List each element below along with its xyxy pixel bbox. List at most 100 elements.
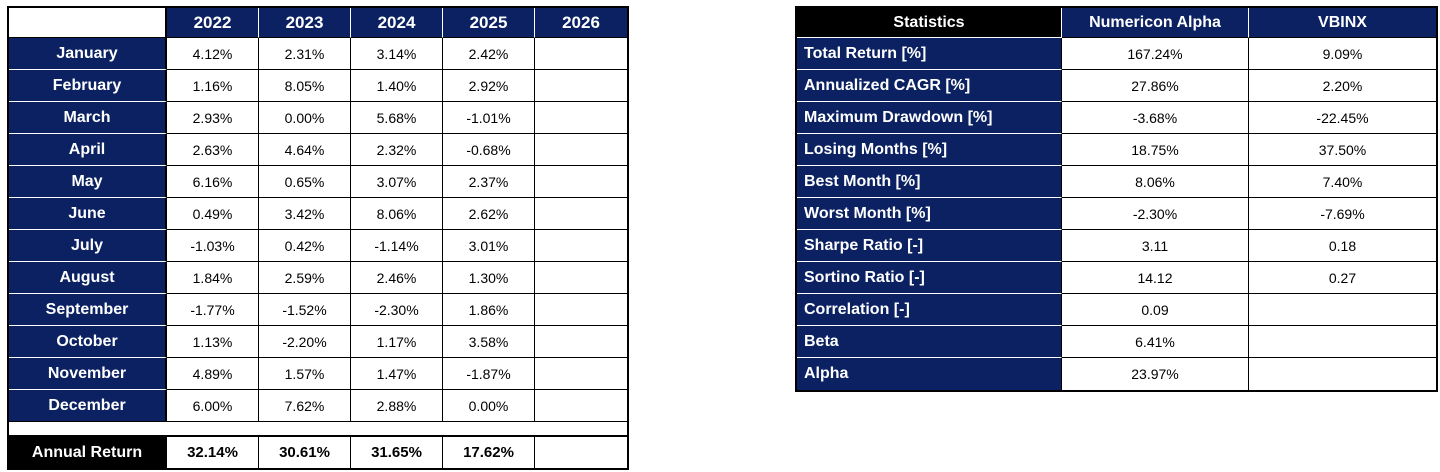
stat-label: Sharpe Ratio [-] — [797, 230, 1062, 262]
return-cell: -1.03% — [167, 230, 259, 262]
return-cell: -1.87% — [443, 358, 535, 390]
stat-row: Correlation [-] 0.09 — [797, 294, 1436, 326]
return-cell: 1.47% — [351, 358, 443, 390]
month-row: May 6.16% 0.65% 3.07% 2.37% — [9, 166, 627, 198]
return-cell: 6.16% — [167, 166, 259, 198]
return-cell — [535, 390, 627, 422]
return-cell: -1.01% — [443, 102, 535, 134]
return-cell: -2.30% — [351, 294, 443, 326]
return-cell: 8.05% — [259, 70, 351, 102]
month-row: June 0.49% 3.42% 8.06% 2.62% — [9, 198, 627, 230]
return-cell: 3.42% — [259, 198, 351, 230]
stat-label: Correlation [-] — [797, 294, 1062, 326]
stats-column-header: VBINX — [1249, 8, 1436, 38]
stat-value-cell: 23.97% — [1062, 358, 1249, 390]
return-cell — [535, 262, 627, 294]
return-cell: 2.59% — [259, 262, 351, 294]
stat-row: Maximum Drawdown [%] -3.68% -22.45% — [797, 102, 1436, 134]
return-cell: 3.58% — [443, 326, 535, 358]
stat-label: Annualized CAGR [%] — [797, 70, 1062, 102]
month-label: June — [9, 198, 167, 230]
return-cell: 3.01% — [443, 230, 535, 262]
stat-label: Maximum Drawdown [%] — [797, 102, 1062, 134]
return-cell: -2.20% — [259, 326, 351, 358]
stat-label: Best Month [%] — [797, 166, 1062, 198]
stat-value-cell: 3.11 — [1062, 230, 1249, 262]
month-row: November 4.89% 1.57% 1.47% -1.87% — [9, 358, 627, 390]
stat-value-cell: -22.45% — [1249, 102, 1436, 134]
annual-return-cell: 30.61% — [259, 437, 351, 468]
stat-value-cell: 27.86% — [1062, 70, 1249, 102]
month-row: October 1.13% -2.20% 1.17% 3.58% — [9, 326, 627, 358]
stat-row: Losing Months [%] 18.75% 37.50% — [797, 134, 1436, 166]
stat-value-cell: 9.09% — [1249, 38, 1436, 70]
stat-row: Worst Month [%] -2.30% -7.69% — [797, 198, 1436, 230]
stat-row: Sharpe Ratio [-] 3.11 0.18 — [797, 230, 1436, 262]
return-cell: 1.40% — [351, 70, 443, 102]
stats-column-header: Numericon Alpha — [1062, 8, 1249, 38]
month-label: February — [9, 70, 167, 102]
month-label: January — [9, 38, 167, 70]
corner-cell — [9, 8, 167, 38]
return-cell: 2.62% — [443, 198, 535, 230]
month-label: November — [9, 358, 167, 390]
return-cell: 3.07% — [351, 166, 443, 198]
return-cell: 2.93% — [167, 102, 259, 134]
stat-row: Best Month [%] 8.06% 7.40% — [797, 166, 1436, 198]
return-cell — [535, 294, 627, 326]
return-cell: 4.89% — [167, 358, 259, 390]
spacer-row — [9, 422, 627, 437]
return-cell: 1.57% — [259, 358, 351, 390]
month-label: March — [9, 102, 167, 134]
stat-label: Losing Months [%] — [797, 134, 1062, 166]
return-cell — [535, 70, 627, 102]
return-cell: 2.88% — [351, 390, 443, 422]
return-cell: 1.13% — [167, 326, 259, 358]
month-row: August 1.84% 2.59% 2.46% 1.30% — [9, 262, 627, 294]
stat-value-cell: 2.20% — [1249, 70, 1436, 102]
return-cell: 1.17% — [351, 326, 443, 358]
stat-value-cell — [1249, 294, 1436, 326]
month-row: April 2.63% 4.64% 2.32% -0.68% — [9, 134, 627, 166]
return-cell: 8.06% — [351, 198, 443, 230]
month-label: December — [9, 390, 167, 422]
statistics-table: Statistics Numericon Alpha VBINX Total Retu… — [795, 6, 1438, 392]
return-cell — [535, 326, 627, 358]
month-row: January 4.12% 2.31% 3.14% 2.42% — [9, 38, 627, 70]
return-cell — [535, 38, 627, 70]
return-cell: 1.86% — [443, 294, 535, 326]
stat-label: Beta — [797, 326, 1062, 358]
return-cell: -1.52% — [259, 294, 351, 326]
stat-label: Worst Month [%] — [797, 198, 1062, 230]
return-cell — [535, 102, 627, 134]
month-label: May — [9, 166, 167, 198]
return-cell: 2.31% — [259, 38, 351, 70]
stat-value-cell: 0.18 — [1249, 230, 1436, 262]
annual-return-cell: 31.65% — [351, 437, 443, 468]
monthly-header-row: 2022 2023 2024 2025 2026 — [9, 8, 627, 38]
return-cell — [535, 198, 627, 230]
return-cell: 1.84% — [167, 262, 259, 294]
return-cell: 2.92% — [443, 70, 535, 102]
stat-row: Beta 6.41% — [797, 326, 1436, 358]
return-cell: 1.30% — [443, 262, 535, 294]
year-header: 2023 — [259, 8, 351, 38]
return-cell: 1.16% — [167, 70, 259, 102]
return-cell: 5.68% — [351, 102, 443, 134]
statistics-header-row: Statistics Numericon Alpha VBINX — [797, 8, 1436, 38]
return-cell — [535, 358, 627, 390]
stat-row: Alpha 23.97% — [797, 358, 1436, 390]
month-label: September — [9, 294, 167, 326]
year-header: 2024 — [351, 8, 443, 38]
stat-value-cell — [1249, 358, 1436, 390]
stat-value-cell: -2.30% — [1062, 198, 1249, 230]
stat-value-cell: 14.12 — [1062, 262, 1249, 294]
year-header: 2025 — [443, 8, 535, 38]
return-cell: -1.14% — [351, 230, 443, 262]
annual-return-cell — [535, 437, 627, 468]
stat-row: Total Return [%] 167.24% 9.09% — [797, 38, 1436, 70]
return-cell: 0.65% — [259, 166, 351, 198]
month-row: March 2.93% 0.00% 5.68% -1.01% — [9, 102, 627, 134]
return-cell: 0.00% — [259, 102, 351, 134]
return-cell: 2.37% — [443, 166, 535, 198]
